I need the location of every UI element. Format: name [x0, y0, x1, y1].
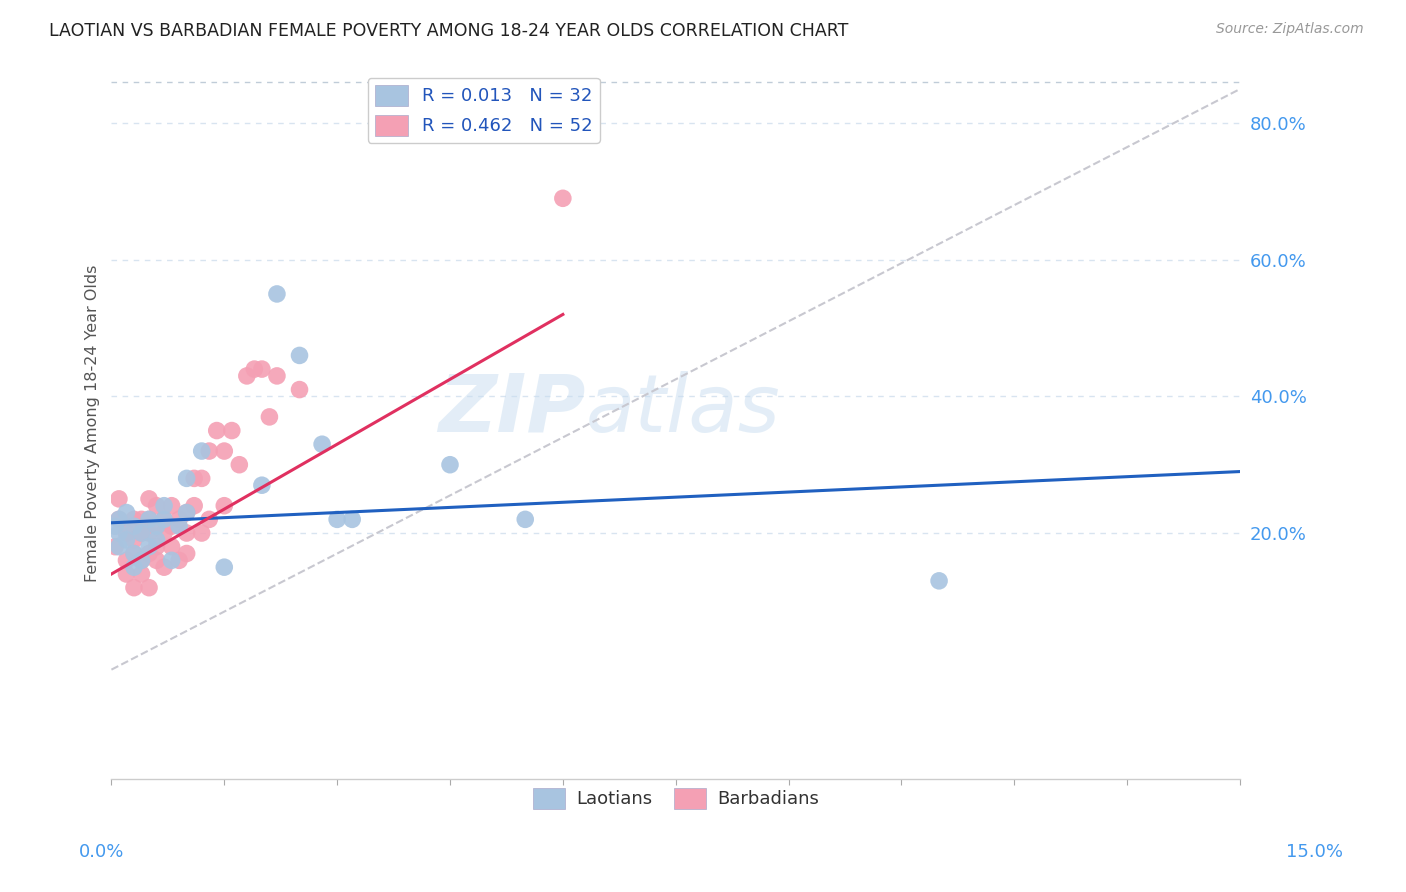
Point — [288, 383, 311, 397]
Point — [108, 540, 131, 554]
Point — [122, 512, 145, 526]
Point — [221, 424, 243, 438]
Point — [153, 512, 176, 526]
Point — [122, 560, 145, 574]
Point — [115, 506, 138, 520]
Point — [551, 191, 574, 205]
Point — [138, 491, 160, 506]
Point — [122, 533, 145, 547]
Point — [131, 526, 153, 541]
Point — [183, 471, 205, 485]
Point — [250, 362, 273, 376]
Point — [288, 348, 311, 362]
Point — [145, 540, 167, 554]
Point — [311, 437, 333, 451]
Text: LAOTIAN VS BARBADIAN FEMALE POVERTY AMONG 18-24 YEAR OLDS CORRELATION CHART: LAOTIAN VS BARBADIAN FEMALE POVERTY AMON… — [49, 22, 849, 40]
Point — [228, 458, 250, 472]
Point — [108, 491, 131, 506]
Point — [176, 471, 198, 485]
Point — [153, 512, 176, 526]
Point — [167, 519, 190, 533]
Point — [205, 424, 228, 438]
Point — [138, 512, 160, 526]
Point — [115, 553, 138, 567]
Point — [183, 499, 205, 513]
Point — [160, 553, 183, 567]
Point — [190, 471, 212, 485]
Point — [190, 526, 212, 541]
Point — [167, 553, 190, 567]
Text: 0.0%: 0.0% — [79, 843, 124, 861]
Text: ZIP: ZIP — [439, 370, 585, 449]
Point — [145, 553, 167, 567]
Point — [250, 478, 273, 492]
Point — [115, 533, 138, 547]
Point — [115, 526, 138, 541]
Point — [138, 547, 160, 561]
Point — [214, 499, 236, 513]
Point — [214, 444, 236, 458]
Point — [214, 560, 236, 574]
Point — [122, 547, 145, 561]
Point — [122, 519, 145, 533]
Point — [266, 287, 288, 301]
Point — [138, 581, 160, 595]
Point — [160, 540, 183, 554]
Point — [108, 526, 131, 541]
Point — [131, 553, 153, 567]
Point — [138, 512, 160, 526]
Point — [326, 512, 349, 526]
Point — [198, 512, 221, 526]
Point — [167, 512, 190, 526]
Point — [928, 574, 950, 588]
Point — [153, 526, 176, 541]
Point — [104, 519, 127, 533]
Point — [236, 368, 259, 383]
Point — [176, 506, 198, 520]
Point — [243, 362, 266, 376]
Legend: Laotians, Barbadians: Laotians, Barbadians — [526, 780, 827, 816]
Point — [266, 368, 288, 383]
Point — [198, 444, 221, 458]
Point — [108, 512, 131, 526]
Point — [122, 581, 145, 595]
Point — [515, 512, 537, 526]
Point — [145, 519, 167, 533]
Point — [122, 547, 145, 561]
Point — [131, 553, 153, 567]
Point — [108, 512, 131, 526]
Text: Source: ZipAtlas.com: Source: ZipAtlas.com — [1216, 22, 1364, 37]
Point — [145, 533, 167, 547]
Point — [153, 499, 176, 513]
Point — [439, 458, 461, 472]
Point — [131, 567, 153, 582]
Point — [153, 560, 176, 574]
Point — [160, 519, 183, 533]
Point — [176, 547, 198, 561]
Text: 15.0%: 15.0% — [1286, 843, 1343, 861]
Point — [176, 526, 198, 541]
Point — [190, 444, 212, 458]
Point — [104, 540, 127, 554]
Point — [176, 506, 198, 520]
Point — [340, 512, 363, 526]
Point — [160, 499, 183, 513]
Point — [131, 526, 153, 541]
Point — [138, 540, 160, 554]
Point — [259, 409, 281, 424]
Y-axis label: Female Poverty Among 18-24 Year Olds: Female Poverty Among 18-24 Year Olds — [86, 265, 100, 582]
Point — [115, 567, 138, 582]
Text: atlas: atlas — [585, 370, 780, 449]
Point — [145, 499, 167, 513]
Point — [138, 526, 160, 541]
Point — [145, 519, 167, 533]
Point — [131, 512, 153, 526]
